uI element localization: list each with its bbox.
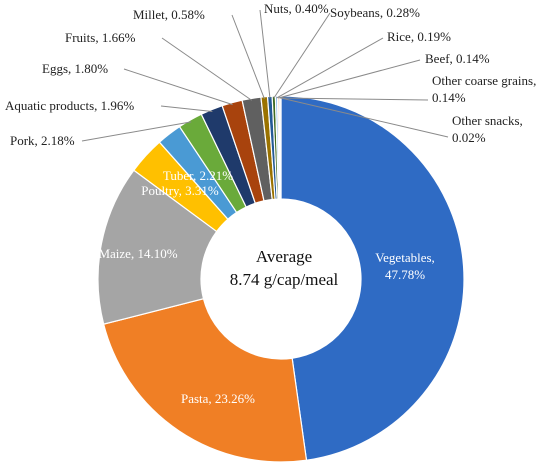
slice-label-vegetables: Vegetables, 47.78%: [375, 250, 435, 282]
slice-label-other-snacks: Other snacks, 0.02%: [452, 113, 523, 145]
leader-line-soybeans: [273, 12, 331, 99]
slice-label-aquatic-products: Aquatic products, 1.96%: [5, 98, 134, 113]
slice-labels-group: Vegetables, 47.78% Pasta, 23.26% Maize, 14.…: [5, 1, 536, 406]
slices-group: [97, 95, 465, 463]
slice-label-rice: Rice, 0.19%: [387, 29, 451, 44]
slice-label-nuts: Nuts, 0.40%: [264, 1, 329, 16]
leader-line-rice: [276, 37, 384, 99]
slice-label-eggs: Eggs, 1.80%: [42, 61, 108, 76]
slice-vegetables: [280, 95, 465, 461]
slice-label-beef: Beef, 0.14%: [425, 51, 490, 66]
slice-label-soybeans: Soybeans, 0.28%: [330, 5, 420, 20]
slice-label-tuber: Tuber, 2.21%: [163, 168, 233, 183]
leader-line-aquatic-products: [160, 105, 213, 113]
slice-maize: [97, 169, 218, 325]
center-text-line-1: Average: [256, 247, 312, 266]
leader-lines-group: [81, 9, 449, 142]
leader-line-eggs: [123, 68, 233, 106]
slice-label-other-coarse-grains: Other coarse grains, 0.14%: [432, 73, 536, 105]
leader-line-millet: [231, 14, 265, 99]
center-text-line-2: 8.74 g/cap/meal: [230, 270, 339, 289]
slice-label-poultry: Poultry, 3.31%: [141, 183, 219, 198]
slice-label-fruits: Fruits, 1.66%: [65, 30, 136, 45]
leader-line-beef: [278, 59, 421, 99]
leader-line-pork: [81, 121, 192, 142]
leader-line-other-snacks: [280, 97, 449, 138]
slice-label-pork: Pork, 2.18%: [10, 133, 75, 148]
slice-pasta: [102, 298, 308, 463]
slice-label-millet: Millet, 0.58%: [133, 7, 205, 22]
leader-line-fruits: [161, 37, 253, 101]
leader-line-other-coarse-grains: [279, 97, 429, 101]
slice-label-pasta: Pasta, 23.26%: [181, 391, 255, 406]
leader-line-nuts: [259, 9, 271, 99]
slice-label-maize: Maize, 14.10%: [98, 246, 177, 261]
